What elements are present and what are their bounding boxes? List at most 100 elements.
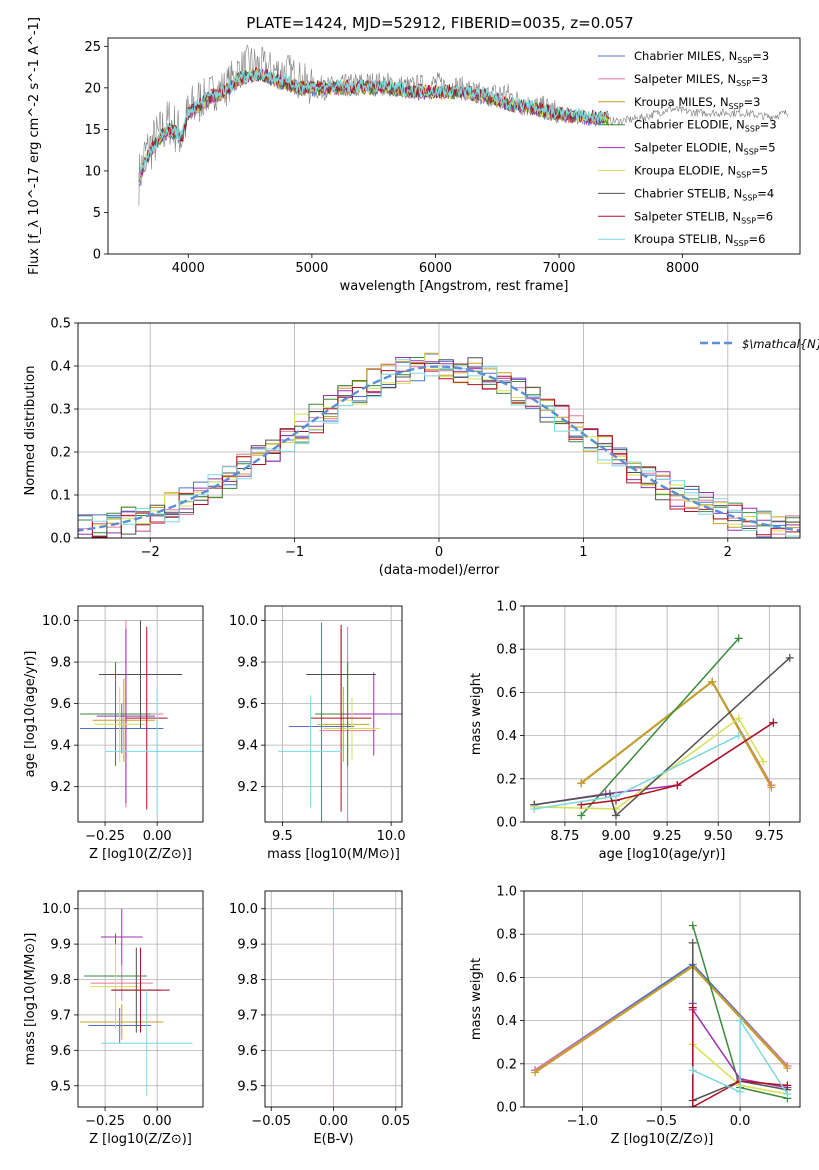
x-axis-label: mass [log10(M/M⊙)] [267,847,400,862]
tick-label-y: 10.0 [42,614,71,629]
tick-label-x: 4000 [172,261,205,276]
axes-frame [264,605,403,823]
legend-subscript: SSP [734,239,749,248]
tick-label-y: 0.6 [496,971,517,986]
plot-area-mass_vs_Z [80,908,193,1097]
plus-marker [734,634,743,643]
plus-marker [734,731,743,740]
y-axis-label: mass weight [469,958,484,1040]
y-axis-label: age [log10(age/yr)] [23,651,38,778]
tick-label-y: 0.0 [50,532,71,547]
tick-label-y: 9.5 [50,1079,71,1094]
weight-line [580,637,740,816]
plus-marker [708,677,717,686]
tick-label-y: 0.3 [50,403,71,418]
tick-label-x: 9.25 [653,829,682,844]
plot-area-age_vs_Z [80,620,203,814]
tick-label-y: 9.9 [237,938,258,953]
legend-count: =3 [752,49,769,63]
legend-count: =5 [751,164,768,178]
legend-subscript: SSP [729,102,744,111]
plus-marker [783,1081,792,1090]
axes-frame [264,890,403,1108]
plus-marker [577,779,586,788]
histogram-step [78,359,800,537]
tick-label-x: 0.00 [143,829,172,844]
tick-label-y: 10.0 [229,902,258,917]
axes-age_vs_Z: −0.25 0.00 9.2 9.4 9.6 9.8 10.0 Z [log10(Z/Z⊙)]… [23,605,204,862]
plot-area-weight_vs_age [530,634,794,820]
tick-label-x: −1 [285,545,304,560]
plus-marker [734,714,743,723]
plot-area-age_vs_mass [278,622,402,822]
tick-label-y: 0.0 [496,1101,517,1116]
legend-count: =5 [759,141,776,155]
legend-count: =6 [749,232,766,246]
plus-marker [688,921,697,930]
tick-label-x: 7000 [542,261,575,276]
tick-label-y: 9.2 [50,780,71,795]
x-axis-label: wavelength [Angstrom, rest frame] [340,279,569,294]
legend-count: =3 [744,95,761,109]
x-axis-label: Z [log10(Z/Z⊙)] [89,847,192,862]
legend: Chabrier MILES, NSSP=3 Salpeter MILES, NS… [598,49,777,248]
plus-marker [785,653,794,662]
legend-label: Chabrier ELODIE, NSSP=3 [634,118,777,134]
weight-line [692,1018,789,1095]
plot-area-weight_vs_Z [531,921,792,1107]
tick-label-y: 9.8 [50,656,71,671]
tick-label-y: 1.0 [496,885,517,900]
tick-label-y: 9.8 [50,973,71,988]
tick-label-y: 9.6 [50,697,71,712]
tick-label-y: 0.8 [496,928,517,943]
tick-label-y: 0.5 [50,317,71,332]
tick-label-x: 6000 [419,261,452,276]
tick-label-x: 9.00 [602,829,631,844]
legend-label: Salpeter MILES, NSSP=3 [634,72,768,88]
legend-count: =3 [751,72,768,86]
plot-area-spectrum [138,44,788,206]
x-axis-label: Z [log10(Z/Z⊙)] [611,1132,714,1147]
legend-subscript: SSP [744,148,759,157]
plot-area-residuals [78,352,800,538]
plus-marker [736,1087,745,1096]
figure-title: PLATE=1424, MJD=52912, FIBERID=0035, z=0… [246,14,633,32]
tick-label-x: −1.0 [567,1114,599,1129]
axes-weight_vs_Z: −1.0 −0.5 0.0 0.0 0.2 0.4 0.6 0.8 1.0 Z [log10(Z/… [469,885,801,1147]
tick-label-y: 9.6 [50,1044,71,1059]
axes-age_vs_mass: 9.5 10.0 9.2 9.4 9.6 9.8 10.0 mass [log10(M/M⊙)… [229,605,406,862]
tick-label-y: 10 [84,164,101,179]
legend-label: Kroupa ELODIE, NSSP=5 [634,164,768,180]
y-axis-label: mass weight [469,673,484,755]
tick-label-y: 1.0 [496,600,517,615]
x-axis-label: (data-model)/error [379,563,500,578]
tick-label-y: 25 [84,40,101,55]
tick-label-y: 9.2 [237,780,258,795]
tick-label-y: 5 [93,206,101,221]
tick-label-y: 9.4 [50,739,71,754]
tick-label-y: 0.4 [496,729,517,744]
legend-subscript: SSP [737,56,752,65]
plus-marker [688,1066,697,1075]
tick-label-x: −0.25 [85,829,125,844]
tick-label-x: 9.5 [272,829,293,844]
legend-label: Chabrier MILES, NSSP=3 [634,49,769,65]
tick-label-x: 9.75 [755,829,784,844]
legend-subscript: SSP [745,125,760,134]
y-axis-label: mass [log10(M/M⊙)] [23,933,38,1066]
axes-spectrum: 4000 5000 6000 7000 8000 0 5 10 15 20 25 wavelength… [27,17,801,294]
tick-label-x: 9.50 [704,829,733,844]
plus-marker [688,1103,697,1107]
weight-line [534,657,791,817]
axes-frame [77,322,801,539]
axes-frame [77,890,204,1108]
tick-label-x: −2 [141,545,160,560]
weight-line [581,721,774,806]
tick-label-x: 8000 [666,261,699,276]
tick-label-y: 9.8 [237,973,258,988]
plus-marker [759,757,768,766]
plus-marker [783,1090,792,1099]
tick-label-x: 10.0 [377,829,406,844]
axes-mass_vs_Z: −0.25 0.00 9.5 9.6 9.7 9.8 9.9 10.0 Z [log10(Z/Z… [23,890,204,1147]
